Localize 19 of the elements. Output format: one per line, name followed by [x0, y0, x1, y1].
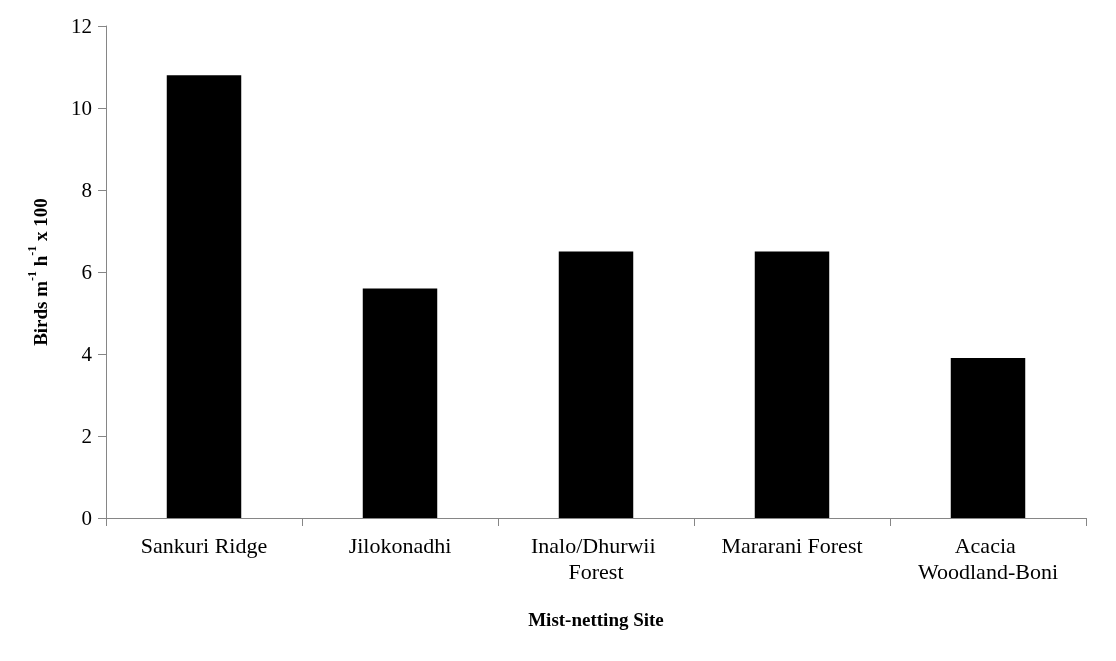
bar: [362, 288, 438, 518]
y-axis-title: Birds m-1 h-1 x 100: [25, 198, 51, 346]
x-tick-label: Acacia Woodland-Boni: [918, 532, 1058, 584]
y-tick-label: 6: [81, 260, 92, 284]
bar: [558, 251, 634, 518]
y-tick-label: 12: [71, 14, 92, 38]
bar: [754, 251, 830, 518]
bar: [166, 75, 242, 518]
y-tick-label: 4: [81, 342, 93, 366]
x-tick-label: Sankuri Ridge: [140, 532, 268, 558]
x-tick-label: Inalo/Dhurwii Forest: [530, 532, 662, 584]
bar: [950, 358, 1026, 518]
y-tick-label: 10: [71, 96, 92, 120]
x-axis-title: Mist-netting Site: [528, 609, 664, 630]
x-tick-label: Jilokonadhi: [348, 532, 452, 558]
y-tick-label: 2: [81, 424, 92, 448]
y-tick-label: 8: [81, 178, 92, 202]
y-tick-label: 0: [81, 506, 92, 530]
x-tick-label: Mararani Forest: [721, 532, 863, 558]
